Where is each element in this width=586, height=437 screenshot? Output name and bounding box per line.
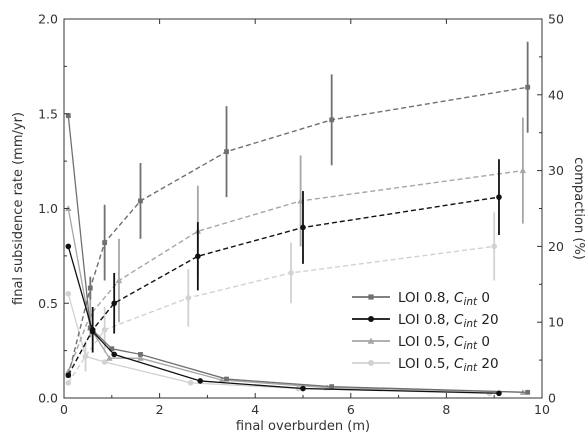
subsidence-point: [138, 352, 143, 357]
compaction-point: [87, 285, 93, 291]
legend-marker: [368, 360, 374, 366]
legend-entry-3: LOI 0.5, Cint 0: [352, 334, 490, 352]
subsidence-point: [329, 384, 335, 390]
legend-label: LOI 0.5, Cint 0: [398, 334, 490, 352]
compaction-point: [115, 277, 123, 284]
x-tick-label: 6: [347, 402, 355, 417]
compaction-point: [65, 372, 72, 379]
compaction-point: [288, 270, 294, 276]
x-tick-label: 8: [442, 402, 450, 417]
legend-label: LOI 0.8, Cint 0: [398, 290, 490, 308]
y2-tick-label: 10: [548, 315, 564, 330]
legend-marker: [368, 316, 374, 322]
subsidence-point: [101, 359, 108, 365]
plot-area: [65, 41, 531, 397]
x-axis-label: final overburden (m): [236, 419, 370, 434]
subsidence-point: [87, 325, 93, 331]
compaction-point: [102, 240, 108, 246]
subsidence-point: [197, 378, 204, 384]
subsidence-point: [65, 113, 71, 119]
legend-entry-4: LOI 0.5, Cint 20: [352, 356, 499, 374]
series-1: [65, 41, 531, 395]
subsidence-point: [224, 376, 229, 382]
y2-tick-label: 40: [548, 87, 564, 102]
x-tick-label: 0: [60, 402, 68, 417]
compaction-line: [67, 86, 528, 376]
subsidence-point: [89, 328, 96, 335]
y-tick-label: 1.5: [38, 106, 58, 121]
compaction-point: [224, 149, 229, 155]
compaction-point: [101, 326, 108, 333]
y-tick-label: 2.0: [38, 12, 58, 27]
series-2: [65, 159, 502, 397]
y-tick-label: 0.0: [38, 391, 58, 406]
compaction-point: [185, 295, 192, 301]
subsidence-point: [106, 355, 113, 361]
compaction-point: [491, 243, 498, 250]
subsidence-point: [218, 376, 225, 383]
compaction-point: [65, 380, 72, 386]
legend-label: LOI 0.5, Cint 20: [398, 356, 499, 374]
legend-marker: [367, 337, 375, 344]
y2-tick-label: 0: [548, 391, 556, 406]
compaction-point: [195, 253, 201, 260]
legend: LOI 0.8, Cint 0 LOI 0.8, Cint 20 LOI 0.5, …: [352, 290, 499, 374]
y2-tick-label: 20: [548, 239, 564, 254]
subsidence-point: [65, 290, 72, 297]
subsidence-point: [187, 380, 194, 386]
legend-label: LOI 0.8, Cint 20: [398, 312, 499, 330]
compaction-point: [496, 194, 502, 200]
compaction-point: [525, 84, 531, 90]
compaction-line: [67, 196, 500, 376]
x-tick-label: 10: [534, 402, 550, 417]
y2-axis-label: compaction (%): [571, 157, 586, 260]
compaction-point: [300, 224, 306, 231]
subsidence-point: [525, 389, 531, 395]
subsidence-point: [300, 385, 306, 392]
compaction-line: [67, 169, 523, 372]
y-tick-label: 1.0: [38, 201, 58, 216]
y-tick-label: 0.5: [38, 296, 58, 311]
subsidence-point: [111, 351, 117, 358]
compaction-point: [329, 117, 335, 123]
compaction-point: [111, 300, 117, 307]
legend-marker: [368, 294, 374, 300]
subsidence-point: [137, 355, 144, 361]
x-tick-label: 4: [251, 402, 259, 417]
subsidence-point: [109, 346, 115, 352]
compaction-point: [138, 198, 143, 204]
subsidence-point: [496, 390, 502, 397]
y2-tick-label: 30: [548, 163, 564, 178]
subsidence-line: [67, 115, 528, 393]
compaction-line: [67, 245, 495, 384]
y2-tick-label: 50: [548, 12, 564, 27]
compaction-point: [519, 167, 527, 174]
x-tick-label: 2: [156, 402, 164, 417]
y-axis-label: final subsidence rate (mm/yr): [11, 112, 26, 305]
legend-entry-2: LOI 0.8, Cint 20: [352, 312, 499, 330]
subsidence-point: [65, 243, 72, 250]
subsidence-point: [82, 353, 89, 360]
legend-entry-1: LOI 0.8, Cint 0: [352, 290, 490, 308]
subsidence-line: [67, 246, 499, 394]
